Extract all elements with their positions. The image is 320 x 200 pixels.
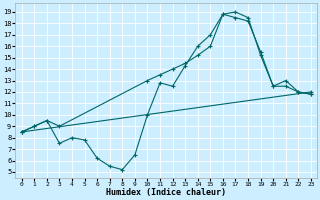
X-axis label: Humidex (Indice chaleur): Humidex (Indice chaleur)	[106, 188, 226, 197]
